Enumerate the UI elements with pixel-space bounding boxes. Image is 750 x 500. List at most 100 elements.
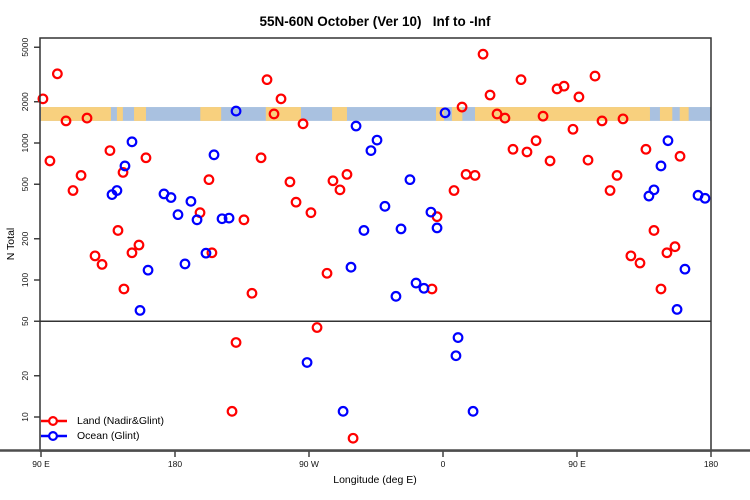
ocean-data-point	[643, 190, 655, 202]
land-data-point	[230, 337, 242, 348]
land-data-point	[75, 170, 87, 181]
y-tick-label: 50	[20, 316, 30, 326]
land-data-point	[611, 170, 623, 181]
y-tick-label: 10	[20, 412, 30, 422]
land-data-point	[521, 146, 533, 158]
land-data-point	[448, 185, 460, 196]
land-data-point	[275, 93, 287, 105]
land-data-point	[589, 70, 601, 82]
y-tick-label: 20	[20, 371, 30, 381]
land-data-point	[537, 110, 549, 122]
land-data-point	[477, 48, 489, 60]
land-data-point	[104, 145, 116, 157]
land-data-point	[634, 257, 646, 269]
ocean-data-point	[671, 304, 683, 315]
ocean-data-point	[301, 357, 313, 368]
x-axis-label: Longitude (deg E)	[333, 474, 417, 486]
map-strip-land-segment	[200, 107, 222, 121]
x-tick-label: 0	[441, 459, 446, 469]
ocean-data-point	[379, 200, 391, 212]
ocean-data-point	[216, 213, 228, 225]
land-data-point	[334, 184, 346, 196]
land-data-point	[499, 112, 511, 124]
ocean-data-point	[450, 350, 462, 362]
land-data-point	[96, 258, 108, 270]
ocean-data-point	[655, 160, 667, 172]
ocean-data-point	[119, 160, 131, 172]
ocean-data-point	[371, 134, 383, 146]
land-data-point	[341, 168, 353, 180]
land-data-point	[246, 287, 258, 299]
x-tick-label: 180	[168, 459, 182, 469]
map-strip-land-segment	[134, 107, 146, 121]
land-data-point	[661, 247, 673, 259]
land-data-point	[551, 83, 563, 95]
ocean-data-point	[418, 282, 430, 294]
ocean-data-point	[185, 195, 197, 207]
map-strip-land-segment	[265, 107, 301, 121]
land-data-point	[118, 283, 130, 295]
ocean-data-point	[142, 264, 154, 276]
land-data-point	[126, 247, 138, 259]
ocean-data-point	[404, 174, 416, 186]
ocean-data-point	[179, 258, 191, 270]
ocean-data-point	[345, 261, 357, 273]
ocean-data-point	[126, 136, 138, 148]
y-tick-label: 2000	[20, 92, 30, 111]
land-data-point	[44, 155, 56, 167]
land-data-point	[327, 175, 339, 187]
ocean-data-point	[208, 149, 220, 161]
land-data-point	[60, 115, 72, 127]
land-data-point	[530, 135, 542, 147]
land-data-point	[81, 112, 93, 124]
land-data-point	[261, 74, 273, 86]
land-data-point	[226, 405, 238, 417]
legend-label-land: Land (Nadir&Glint)	[77, 414, 164, 427]
ocean-data-point	[425, 206, 437, 218]
land-data-point	[268, 108, 280, 120]
map-strip-land-segment	[41, 107, 111, 121]
land-data-point	[515, 74, 527, 86]
ocean-data-point	[165, 192, 177, 203]
x-tick-label: 90 W	[299, 459, 319, 469]
land-data-point	[67, 185, 79, 196]
land-data-point	[484, 89, 496, 101]
land-data-point	[305, 207, 317, 219]
land-data-point	[469, 170, 481, 181]
land-data-point	[648, 225, 660, 236]
x-tick-label: 180	[704, 459, 718, 469]
land-data-point	[491, 108, 503, 120]
ocean-data-point	[439, 107, 451, 119]
ocean-legend-marker-icon	[41, 430, 67, 441]
land-data-point	[625, 250, 637, 262]
land-data-point	[297, 118, 309, 130]
land-data-point	[604, 185, 616, 196]
land-data-point	[140, 152, 152, 164]
ocean-data-point	[200, 247, 212, 259]
land-legend-marker-icon	[41, 415, 67, 426]
ocean-data-point	[395, 223, 407, 235]
land-data-point	[347, 432, 359, 444]
ocean-data-point	[365, 145, 377, 157]
land-data-point	[290, 196, 302, 208]
ocean-data-point	[679, 263, 691, 275]
land-data-point	[674, 150, 686, 162]
ocean-data-point	[191, 214, 203, 226]
plot-border	[39, 37, 712, 452]
land-data-point	[507, 143, 519, 155]
land-data-point	[655, 283, 667, 295]
land-data-point	[89, 250, 101, 262]
y-tick-label: 200	[20, 231, 30, 245]
land-data-point	[203, 174, 215, 186]
ocean-data-point	[134, 304, 146, 316]
ocean-data-point	[337, 405, 349, 417]
land-data-point	[206, 247, 218, 259]
land-data-point	[617, 113, 629, 125]
land-data-point	[544, 155, 556, 167]
chart-title: 55N-60N October (Ver 10) Inf to -Inf	[259, 14, 491, 29]
x-tick-label: 90 E	[32, 459, 50, 469]
ocean-data-point	[699, 192, 711, 204]
y-tick-label: 500	[20, 177, 30, 191]
